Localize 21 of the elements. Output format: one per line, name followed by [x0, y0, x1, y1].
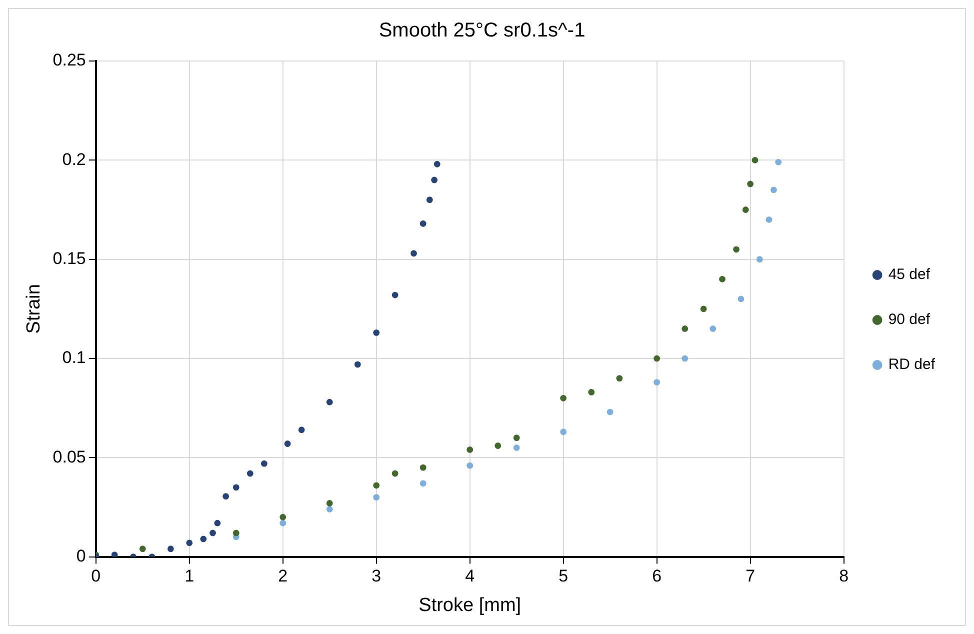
y-tick-label: 0.05	[52, 447, 86, 466]
x-tick-label: 4	[465, 566, 475, 586]
x-tick-label: 1	[184, 566, 194, 586]
y-tick-label: 0	[76, 546, 86, 566]
y-tick-label: 0.2	[62, 150, 86, 169]
x-tick-label: 6	[652, 566, 662, 586]
x-tick-label: 5	[558, 566, 568, 586]
y-tick-label: 0.1	[62, 348, 86, 368]
x-tick-label: 0	[91, 566, 101, 586]
y-tick-label: 0.15	[52, 249, 86, 268]
legend-label: RD def	[888, 356, 936, 374]
x-tick-label: 8	[839, 566, 849, 586]
x-tick-label: 3	[372, 566, 382, 586]
chart-title: Smooth 25°C sr0.1s^-1	[378, 20, 586, 42]
x-tick-label: 2	[278, 566, 288, 586]
y-axis-title: Strain	[24, 284, 45, 334]
x-tick-label: 7	[746, 566, 756, 586]
legend-label: 90 def	[888, 311, 931, 328]
y-tick-label: 0.25	[52, 50, 86, 70]
legend-label: 45 def	[888, 266, 931, 284]
x-axis-title: Stroke [mm]	[418, 594, 522, 616]
